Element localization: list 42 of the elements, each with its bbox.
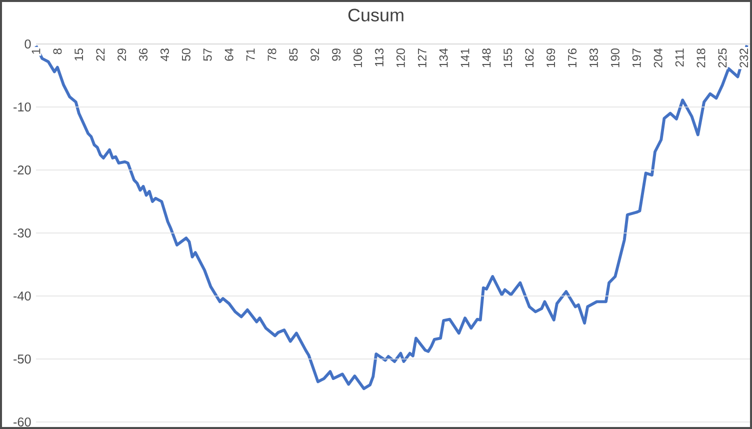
x-tick-label: 78 [268,48,276,61]
y-tick-label: -30 [14,228,31,238]
x-tick-label: 1 [32,48,40,54]
x-tick-label: 134 [439,48,448,68]
y-tick-label: 0 [24,40,31,48]
x-tick-label: 197 [632,48,641,68]
y-tick-label: -50 [14,354,31,364]
x-tick-label: 43 [160,48,169,62]
y-tick-label: -40 [14,292,31,300]
x-tick-label: 127 [418,48,426,68]
x-tick-label: 225 [718,48,727,68]
x-tick-label: 106 [354,48,362,68]
x-tick-label: 29 [118,48,126,61]
x-tick-label: 22 [96,48,105,61]
x-tick-label: 183 [589,48,598,68]
y-tick-label: -60 [14,418,31,426]
x-tick-label: 176 [568,48,577,68]
x-tick-label: 148 [482,48,491,68]
x-tick-label: 36 [139,48,148,61]
x-tick-label: 218 [696,48,706,68]
x-tick-label: 85 [289,48,298,61]
x-tick-label: 15 [74,48,84,60]
x-tick-label: 92 [310,48,320,61]
x-tick-label: 57 [203,48,212,61]
x-tick-label: 120 [396,48,405,68]
x-tick-label: 8 [53,48,62,54]
y-tick-label: -10 [14,102,31,112]
x-tick-label: 155 [504,48,512,68]
x-tick-label: 113 [374,48,384,66]
x-tick-label: 211 [675,48,684,67]
x-tick-label: 71 [246,48,255,61]
x-tick-label: 50 [182,48,190,61]
x-tick-label: 64 [224,48,234,61]
x-tick-label: 190 [610,48,620,68]
x-tick-label: 99 [332,48,341,61]
y-tick-label: -20 [14,166,31,174]
x-tick-label: 141 [460,48,470,68]
x-tick-label: 162 [525,48,534,68]
x-tick-label: 232 [740,48,748,68]
x-tick-label: 169 [546,48,556,68]
x-tick-label: 204 [654,48,662,68]
chart-title: Cusum [348,8,404,22]
